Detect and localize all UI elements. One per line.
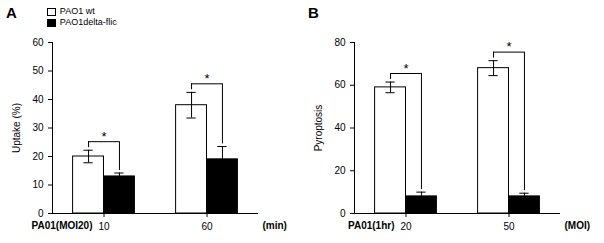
- html-text:PAO1 wt: PAO1 wt: [59, 6, 95, 16]
- svg-text:PA01(MOI20): PA01(MOI20): [32, 220, 93, 231]
- svg-text:10: 10: [98, 221, 110, 232]
- svg-text:40: 40: [334, 122, 346, 133]
- svg-text:*: *: [204, 71, 209, 86]
- svg-text:50: 50: [32, 65, 44, 76]
- html-text:B: B: [308, 4, 319, 21]
- svg-text:0: 0: [340, 208, 346, 219]
- svg-text:PA01(1hr): PA01(1hr): [348, 220, 395, 231]
- html-text:PAO1delta-flic: PAO1delta-flic: [59, 17, 117, 27]
- svg-text:*: *: [101, 129, 106, 144]
- svg-text:20: 20: [32, 151, 44, 162]
- svg-text:30: 30: [32, 122, 44, 133]
- svg-text:*: *: [506, 39, 511, 54]
- svg-text:20: 20: [334, 165, 346, 176]
- svg-text:10: 10: [32, 179, 44, 190]
- svg-text:60: 60: [334, 79, 346, 90]
- html-text:A: A: [6, 4, 17, 21]
- svg-text:20: 20: [400, 221, 412, 232]
- svg-text:50: 50: [503, 221, 515, 232]
- svg-text:60: 60: [201, 221, 213, 232]
- svg-text:(min): (min): [263, 220, 287, 231]
- svg-text:60: 60: [32, 37, 44, 48]
- svg-text:0: 0: [38, 208, 44, 219]
- svg-text:(MOI): (MOI): [565, 220, 591, 231]
- svg-text:*: *: [403, 61, 408, 76]
- svg-text:40: 40: [32, 94, 44, 105]
- svg-text:Pyroptosis: Pyroptosis: [313, 105, 324, 152]
- svg-text:Uptake (%): Uptake (%): [11, 103, 22, 153]
- svg-text:80: 80: [334, 37, 346, 48]
